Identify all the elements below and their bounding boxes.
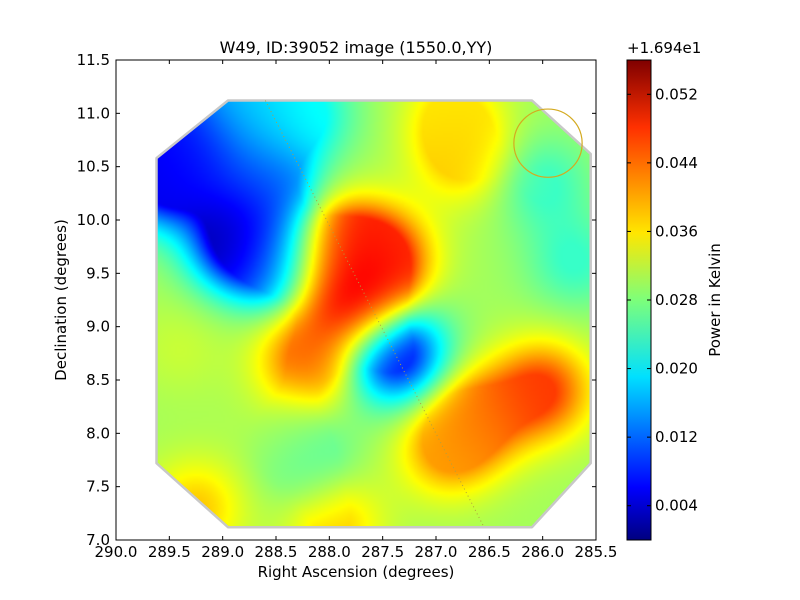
- x-tick-label: 289.0: [201, 543, 244, 561]
- y-tick-label: 9.0: [86, 318, 110, 336]
- beam-circle: [513, 108, 583, 178]
- colorbar-tick-label: 0.036: [655, 222, 698, 240]
- colorbar-tick-label: 0.020: [655, 360, 698, 378]
- x-tick-label: 286.5: [468, 543, 511, 561]
- map-axes: 290.0 289.5 289.0 288.5 288.0 287.5 287.0 286.5…: [52, 51, 617, 581]
- x-axis-label: Right Ascension (degrees): [258, 563, 455, 581]
- x-tick-label: 288.5: [255, 543, 298, 561]
- x-axis-ticks: 290.0 289.5 289.0 288.5 288.0 287.5 287.0 286.5…: [95, 60, 618, 561]
- colorbar-offset-text: +1.694e1: [627, 39, 701, 57]
- x-tick-label: 288.0: [308, 543, 351, 561]
- y-tick-label: 9.5: [86, 264, 110, 282]
- colorbar-tick-label: 0.028: [655, 291, 698, 309]
- colorbar-tick-label: 0.004: [655, 497, 698, 515]
- sky-heatmap: [156, 100, 591, 528]
- y-tick-label: 8.0: [86, 424, 110, 442]
- y-tick-label: 11.5: [77, 51, 110, 69]
- x-tick-label: 290.0: [95, 543, 138, 561]
- plot-frame: [115, 59, 597, 541]
- x-tick-label: 287.5: [361, 543, 404, 561]
- colorbar-tick-label: 0.052: [655, 85, 698, 103]
- x-tick-label: 285.5: [575, 543, 618, 561]
- colorbar-tick-label: 0.012: [655, 428, 698, 446]
- colorbar: 0.004 0.012 0.020 0.028 0.036 0.044 0.052 +1.6…: [626, 39, 724, 541]
- y-tick-label: 10.5: [77, 158, 110, 176]
- y-tick-label: 11.0: [77, 104, 110, 122]
- y-tick-label: 8.5: [86, 371, 110, 389]
- y-axis-label: Declination (degrees): [52, 219, 70, 381]
- y-axis-ticks: 7.0 7.5 8.0 8.5 9.0 9.5 10.0 10.5 11.0 11.5: [77, 51, 596, 549]
- colorbar-tick-label: 0.044: [655, 154, 698, 172]
- y-tick-label: 7.0: [86, 531, 110, 549]
- x-tick-label: 287.0: [415, 543, 458, 561]
- colorbar-ticks: 0.004 0.012 0.020 0.028 0.036 0.044 0.052: [627, 85, 698, 515]
- map-boundary: [155, 99, 592, 529]
- y-tick-label: 7.5: [86, 478, 110, 496]
- overlay-layer: [264, 100, 583, 528]
- x-tick-label: 289.5: [148, 543, 191, 561]
- chart-title: W49, ID:39052 image (1550.0,YY): [220, 38, 493, 57]
- x-tick-label: 286.0: [521, 543, 564, 561]
- y-tick-label: 10.0: [77, 211, 110, 229]
- colorbar-label: Power in Kelvin: [706, 243, 724, 357]
